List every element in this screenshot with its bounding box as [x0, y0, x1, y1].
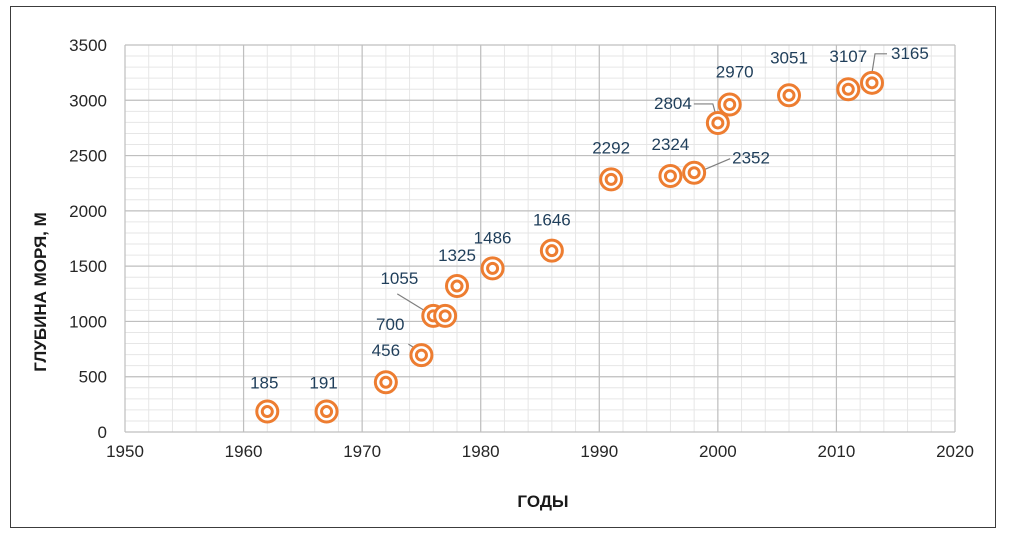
y-axis-title: ГЛУБИНА МОРЯ, М — [31, 212, 50, 372]
data-label: 3165 — [891, 44, 929, 63]
data-point-marker — [373, 370, 398, 395]
x-tick-label: 2000 — [699, 442, 737, 461]
major-gridlines — [124, 44, 956, 433]
y-tick-label: 3500 — [69, 36, 107, 55]
data-label: 1055 — [380, 269, 418, 288]
y-tick-label: 500 — [79, 368, 107, 387]
data-label: 2970 — [716, 62, 754, 81]
data-point-marker — [255, 399, 280, 424]
data-point-marker — [314, 399, 339, 424]
data-point-marker — [717, 92, 742, 117]
chart-frame: 1950 1960 1970 1980 1990 2000 2010 2020 0 500 100… — [10, 6, 996, 528]
data-point-marker — [433, 303, 458, 328]
data-point-marker — [705, 110, 730, 135]
data-point-marker — [682, 160, 707, 185]
data-label: 2324 — [652, 135, 690, 154]
label-leader-line — [871, 53, 887, 73]
y-tick-label: 3000 — [69, 91, 107, 110]
data-point-marker — [777, 83, 801, 108]
x-tick-label: 1980 — [462, 442, 500, 461]
data-point-marker — [409, 343, 434, 368]
data-label: 456 — [372, 341, 400, 360]
y-tick-label: 2500 — [69, 147, 107, 166]
y-axis-ticks: 0 500 1000 1500 2000 2500 3000 3500 — [69, 36, 107, 442]
data-label: 2352 — [732, 149, 770, 168]
label-leader-line — [693, 103, 717, 116]
data-point-marker — [539, 238, 564, 263]
data-point-marker — [860, 70, 884, 95]
y-tick-label: 0 — [98, 423, 107, 442]
label-leader-line — [703, 158, 731, 171]
x-tick-label: 1990 — [580, 442, 618, 461]
x-tick-label: 2020 — [936, 442, 974, 461]
data-point-marker — [658, 164, 683, 189]
x-tick-label: 2010 — [818, 442, 856, 461]
x-tick-label: 1950 — [106, 442, 144, 461]
data-markers — [255, 70, 884, 424]
data-label: 1325 — [438, 246, 476, 265]
data-label: 191 — [309, 374, 337, 393]
data-label: 3107 — [829, 47, 867, 66]
data-label: 1486 — [474, 228, 512, 247]
data-point-marker — [599, 167, 624, 192]
y-tick-label: 1000 — [69, 312, 107, 331]
data-point-marker — [480, 256, 505, 281]
x-tick-label: 1960 — [225, 442, 263, 461]
data-point-marker — [445, 274, 469, 299]
data-label: 185 — [250, 374, 278, 393]
scatter-chart: 1950 1960 1970 1980 1990 2000 2010 2020 0 500 100… — [31, 36, 974, 511]
data-label: 1646 — [533, 211, 571, 230]
data-label: 700 — [376, 315, 404, 334]
label-leader-lines — [396, 53, 887, 352]
data-label: 2804 — [654, 94, 692, 113]
x-axis-ticks: 1950 1960 1970 1980 1990 2000 2010 2020 — [106, 442, 974, 461]
y-tick-label: 1500 — [69, 257, 107, 276]
x-axis-title: ГОДЫ — [517, 492, 568, 511]
x-tick-label: 1970 — [343, 442, 381, 461]
data-label: 3051 — [770, 48, 808, 67]
data-label: 2292 — [592, 138, 630, 157]
data-point-marker — [836, 77, 861, 102]
y-tick-label: 2000 — [69, 202, 107, 221]
